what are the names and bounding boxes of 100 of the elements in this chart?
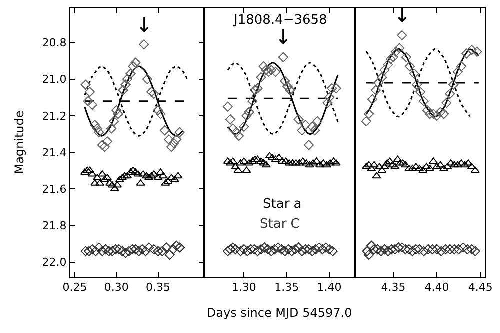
point bbox=[109, 116, 120, 127]
point bbox=[307, 246, 318, 256]
point bbox=[250, 85, 260, 96]
point bbox=[261, 65, 272, 76]
point bbox=[113, 109, 124, 120]
point bbox=[322, 98, 333, 108]
point bbox=[460, 161, 470, 168]
point bbox=[297, 246, 308, 256]
point bbox=[422, 105, 433, 116]
point bbox=[252, 83, 263, 94]
point bbox=[153, 105, 164, 116]
point bbox=[222, 246, 233, 256]
point bbox=[414, 244, 425, 255]
x-tick-label: 1.40 bbox=[317, 281, 342, 294]
point bbox=[442, 98, 452, 108]
point bbox=[90, 246, 101, 256]
point bbox=[249, 244, 260, 255]
point bbox=[266, 246, 277, 256]
point bbox=[408, 246, 418, 256]
point bbox=[364, 161, 374, 168]
point bbox=[157, 246, 168, 256]
point bbox=[146, 87, 157, 98]
point bbox=[112, 105, 122, 116]
point bbox=[92, 124, 103, 134]
point bbox=[164, 178, 173, 184]
point bbox=[252, 246, 263, 256]
chart-title: J1808.4−3658 bbox=[233, 13, 328, 28]
point bbox=[126, 68, 136, 79]
point bbox=[137, 244, 148, 255]
point bbox=[230, 244, 241, 255]
point bbox=[440, 244, 451, 255]
point bbox=[394, 242, 404, 253]
point bbox=[462, 244, 473, 255]
point bbox=[160, 126, 170, 136]
point bbox=[130, 244, 141, 255]
point bbox=[270, 244, 280, 255]
point bbox=[370, 85, 382, 96]
point bbox=[418, 96, 430, 106]
point bbox=[107, 246, 118, 256]
point bbox=[386, 244, 397, 255]
point bbox=[258, 62, 269, 72]
point bbox=[466, 244, 477, 255]
point bbox=[366, 240, 377, 251]
point bbox=[401, 52, 412, 62]
point bbox=[262, 161, 271, 168]
point bbox=[372, 172, 382, 179]
point bbox=[428, 109, 439, 120]
point bbox=[144, 242, 154, 253]
point bbox=[376, 246, 386, 256]
annotation: ↓ bbox=[394, 3, 411, 27]
point bbox=[127, 244, 138, 255]
point bbox=[174, 242, 185, 253]
point bbox=[300, 244, 311, 255]
point bbox=[174, 127, 185, 138]
point bbox=[104, 246, 114, 256]
point bbox=[239, 122, 250, 132]
point bbox=[244, 107, 254, 118]
point bbox=[231, 127, 242, 138]
point bbox=[362, 246, 372, 256]
point bbox=[120, 80, 131, 90]
point bbox=[393, 156, 402, 162]
x-tick-label: 0.25 bbox=[62, 281, 88, 294]
point bbox=[280, 246, 290, 256]
point bbox=[239, 244, 250, 255]
point bbox=[273, 242, 284, 253]
point bbox=[304, 244, 314, 255]
point bbox=[117, 246, 128, 256]
point bbox=[158, 172, 168, 179]
point bbox=[400, 244, 411, 255]
point bbox=[428, 244, 438, 255]
point bbox=[432, 244, 442, 255]
point bbox=[307, 122, 318, 132]
point bbox=[94, 242, 104, 253]
x-tick-label: 4.40 bbox=[424, 281, 450, 294]
point bbox=[280, 76, 290, 86]
point bbox=[128, 62, 138, 72]
point bbox=[147, 172, 156, 179]
point bbox=[285, 85, 296, 96]
point bbox=[100, 142, 110, 152]
point bbox=[380, 244, 390, 255]
point bbox=[372, 244, 383, 255]
x-tick-label: 0.35 bbox=[146, 281, 170, 294]
annotation: ↓ bbox=[136, 13, 153, 37]
point bbox=[462, 48, 472, 59]
point bbox=[318, 244, 328, 255]
point bbox=[290, 244, 300, 255]
point bbox=[97, 140, 108, 150]
point bbox=[246, 244, 256, 255]
x-axis-title: Days since MJD 54597.0 bbox=[206, 306, 352, 320]
point bbox=[449, 244, 460, 255]
point bbox=[450, 161, 460, 168]
point bbox=[164, 134, 174, 145]
point bbox=[297, 126, 308, 136]
point bbox=[106, 124, 117, 134]
point bbox=[327, 83, 338, 94]
x-tick-label: 0.30 bbox=[104, 281, 129, 294]
point bbox=[82, 166, 92, 174]
point bbox=[305, 161, 314, 168]
point bbox=[370, 161, 379, 168]
point bbox=[466, 45, 477, 56]
